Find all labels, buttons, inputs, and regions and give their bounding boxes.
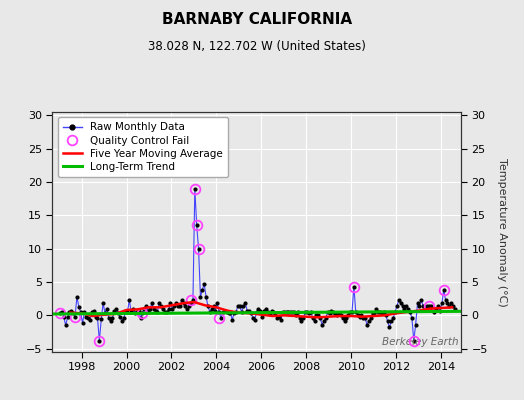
Text: Berkeley Earth: Berkeley Earth bbox=[383, 337, 459, 347]
Text: BARNABY CALIFORNIA: BARNABY CALIFORNIA bbox=[162, 12, 352, 27]
Y-axis label: Temperature Anomaly (°C): Temperature Anomaly (°C) bbox=[497, 158, 507, 306]
Text: 38.028 N, 122.702 W (United States): 38.028 N, 122.702 W (United States) bbox=[148, 40, 366, 53]
Legend: Raw Monthly Data, Quality Control Fail, Five Year Moving Average, Long-Term Tren: Raw Monthly Data, Quality Control Fail, … bbox=[58, 117, 228, 177]
